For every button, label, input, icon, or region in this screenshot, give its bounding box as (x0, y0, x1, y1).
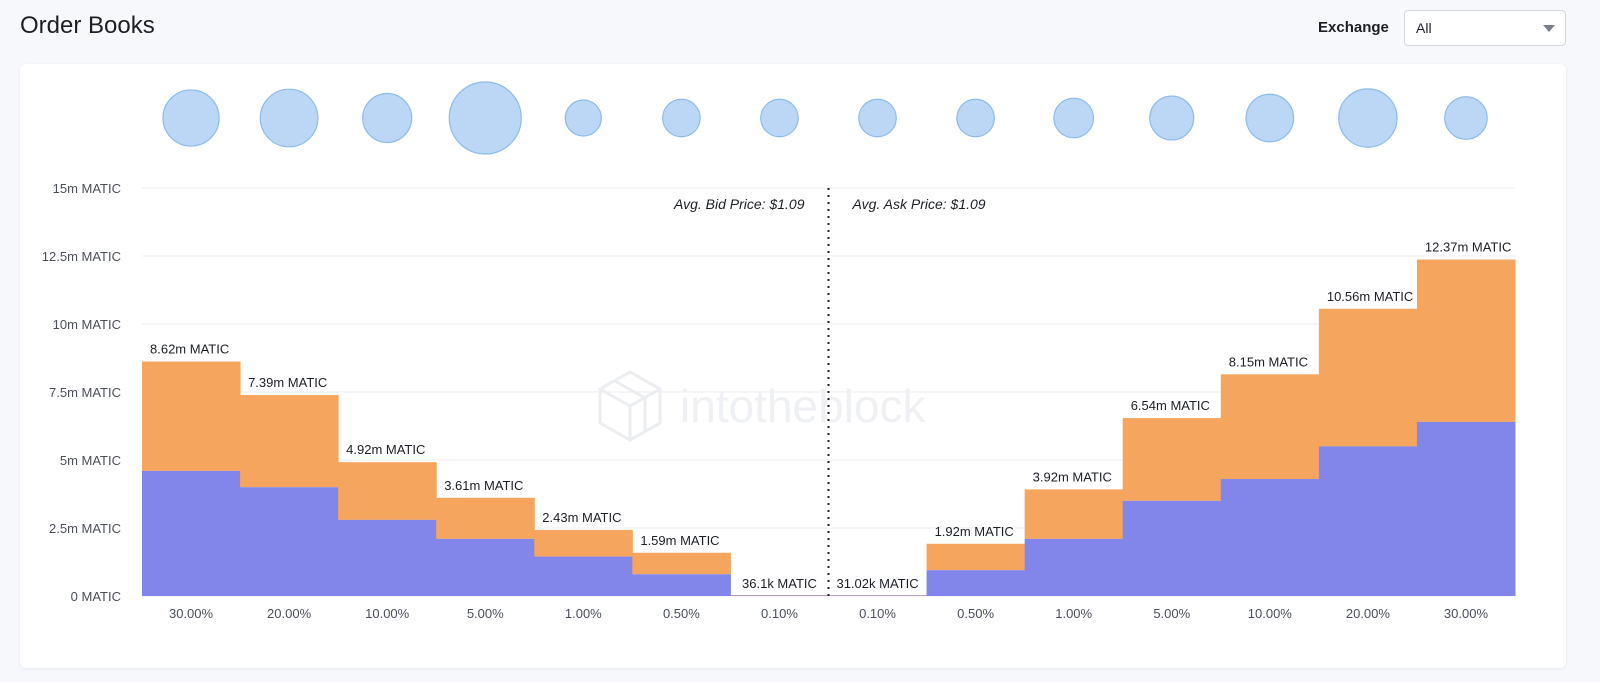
bar-total-label: 7.39m MATIC (248, 375, 327, 390)
exchange-label: Exchange (1318, 19, 1389, 36)
depth-bubble (564, 99, 602, 137)
x-tick-label: 20.00% (267, 606, 312, 621)
x-tick-label: 0.50% (957, 606, 994, 621)
y-tick-label: 7.5m MATIC (49, 385, 121, 400)
y-tick-label: 0 MATIC (71, 589, 121, 604)
x-tick-label: 30.00% (169, 606, 214, 621)
y-tick-label: 2.5m MATIC (49, 521, 121, 536)
bar-lower-segment (1220, 479, 1320, 596)
depth-bubble (259, 88, 319, 148)
depth-bubble (662, 98, 701, 138)
depth-bubble (1444, 96, 1488, 140)
y-tick-label: 10m MATIC (53, 317, 121, 332)
bar-lower-segment (1318, 446, 1418, 596)
depth-bubble (448, 81, 522, 155)
depth-bubble (1149, 95, 1195, 141)
x-tick-label: 5.00% (467, 606, 504, 621)
bar-total-label: 4.92m MATIC (346, 442, 425, 457)
bar-lower-segment (436, 538, 535, 596)
page-title: Order Books (20, 12, 155, 39)
watermark-logo-icon (598, 370, 662, 442)
y-tick-label: 12.5m MATIC (42, 249, 121, 264)
watermark-text: intotheblock (680, 380, 926, 432)
bar-upper-segment (240, 394, 339, 488)
bar-upper-segment (926, 543, 1026, 571)
x-tick-label: 1.00% (565, 606, 602, 621)
bar-upper-segment (632, 552, 731, 575)
x-tick-label: 0.10% (761, 606, 798, 621)
x-tick-label: 20.00% (1346, 606, 1391, 621)
depth-bubble (1053, 97, 1095, 139)
bar-lower-segment (1416, 421, 1516, 596)
y-tick-label: 15m MATIC (53, 181, 121, 196)
depth-bubble (956, 98, 995, 138)
bar-upper-segment (436, 497, 535, 539)
depth-bubble (858, 98, 897, 138)
bar-lower-segment (828, 595, 928, 596)
bar-lower-segment (1024, 538, 1124, 596)
depth-bubble (1245, 93, 1295, 143)
bar-total-label: 2.43m MATIC (542, 510, 621, 525)
bar-lower-segment (1122, 500, 1222, 596)
x-tick-label: 0.10% (859, 606, 896, 621)
x-tick-label: 1.00% (1055, 606, 1092, 621)
depth-bubble (760, 98, 799, 138)
bar-total-label: 8.62m MATIC (150, 342, 229, 357)
avg-bid-annotation: Avg. Bid Price: $1.09 (673, 196, 805, 212)
x-tick-label: 10.00% (1248, 606, 1293, 621)
bar-lower-segment (632, 574, 731, 596)
header: Order Books Exchange All (0, 0, 1600, 60)
chevron-down-icon (1543, 25, 1555, 32)
y-tick-label: 5m MATIC (60, 453, 121, 468)
order-book-card: 0 MATIC 2.5m MATIC 5m MATIC 7.5m MATIC 10m M… (20, 64, 1566, 668)
x-tick-label: 30.00% (1444, 606, 1489, 621)
x-tick-label: 0.50% (663, 606, 700, 621)
bar-upper-segment (142, 361, 241, 471)
exchange-select[interactable]: All (1404, 10, 1566, 46)
bar-total-label: 8.15m MATIC (1229, 354, 1308, 369)
bar-upper-segment (1318, 308, 1418, 447)
avg-ask-annotation: Avg. Ask Price: $1.09 (852, 196, 986, 212)
bar-lower-segment (730, 595, 829, 596)
bar-lower-segment (142, 470, 241, 596)
bar-upper-segment (1122, 418, 1222, 501)
bar-upper-segment (534, 529, 633, 557)
depth-bubble (1338, 88, 1398, 148)
bar-lower-segment (240, 487, 339, 596)
bar-total-label: 6.54m MATIC (1131, 398, 1210, 413)
bar-total-label: 10.56m MATIC (1327, 289, 1413, 304)
x-tick-label: 5.00% (1153, 606, 1190, 621)
bar-lower-segment (534, 556, 633, 596)
depth-bubble (162, 89, 220, 147)
x-tick-label: 10.00% (365, 606, 410, 621)
depth-bubble (362, 92, 413, 144)
bar-total-label: 12.37m MATIC (1425, 240, 1511, 255)
bar-lower-segment (926, 570, 1026, 596)
bar-lower-segment (338, 519, 437, 596)
order-book-chart: 0 MATIC 2.5m MATIC 5m MATIC 7.5m MATIC 10m M… (42, 81, 1516, 621)
bar-upper-segment (338, 462, 437, 520)
bar-total-label: 3.92m MATIC (1033, 469, 1112, 484)
bar-total-label: 1.59m MATIC (640, 533, 719, 548)
bar-total-label: 31.02k MATIC (836, 576, 918, 591)
bar-total-label: 1.92m MATIC (935, 524, 1014, 539)
bar-upper-segment (1416, 259, 1516, 422)
bar-total-label: 3.61m MATIC (444, 478, 523, 493)
bar-upper-segment (1220, 374, 1320, 480)
exchange-select-value: All (1416, 20, 1432, 36)
bar-total-label: 36.1k MATIC (742, 576, 817, 591)
bar-upper-segment (1024, 489, 1124, 539)
